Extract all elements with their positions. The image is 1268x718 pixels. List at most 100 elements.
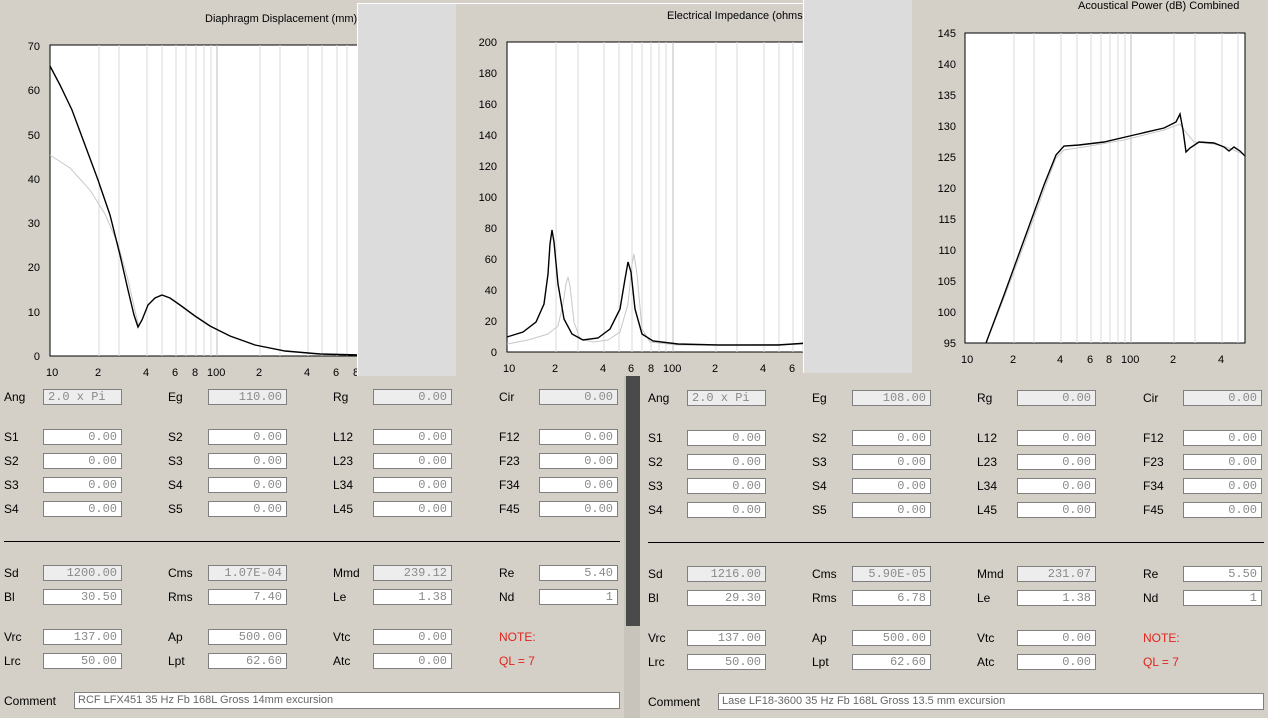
l45-field[interactable]: 0.00 (373, 501, 452, 517)
comment-field[interactable]: Lase LF18-3600 35 Hz Fb 168L Gross 13.5 … (718, 693, 1264, 710)
le-label: Le (333, 590, 347, 604)
s2-field[interactable]: 0.00 (852, 430, 931, 446)
s3-field[interactable]: 0.00 (687, 478, 766, 494)
f45-label: F45 (499, 502, 520, 516)
rms-field[interactable]: 7.40 (208, 589, 287, 605)
f34-label: F34 (499, 478, 520, 492)
s3-field[interactable]: 0.00 (852, 454, 931, 470)
mmd-field[interactable]: 231.07 (1017, 566, 1096, 582)
s1-field[interactable]: 0.00 (687, 430, 766, 446)
lrc-field[interactable]: 50.00 (687, 654, 766, 670)
vtc-field[interactable]: 0.00 (1017, 630, 1096, 646)
s2-field[interactable]: 0.00 (43, 453, 122, 469)
s4-field[interactable]: 0.00 (43, 501, 122, 517)
lpt-field[interactable]: 62.60 (852, 654, 931, 670)
ang-field[interactable]: 2.0 x Pi (43, 389, 122, 405)
ap-field[interactable]: 500.00 (852, 630, 931, 646)
x-tick: 8 (648, 363, 654, 375)
window-side-panel (804, 0, 912, 373)
l45-label: L45 (333, 502, 354, 516)
rg-field[interactable]: 0.00 (1017, 390, 1096, 406)
chart-title: Acoustical Power (dB) Combined (1078, 0, 1240, 12)
f23-field[interactable]: 0.00 (1183, 454, 1262, 470)
f45-field[interactable]: 0.00 (539, 501, 618, 517)
l23-field[interactable]: 0.00 (373, 453, 452, 469)
rg-label: Rg (977, 391, 993, 405)
atc-field[interactable]: 0.00 (1017, 654, 1096, 670)
nd-field[interactable]: 1 (539, 589, 618, 605)
x-tick: 8 (353, 367, 359, 376)
vtc-label: Vtc (333, 630, 351, 644)
s3-field[interactable]: 0.00 (208, 453, 287, 469)
cir-field[interactable]: 0.00 (1183, 390, 1262, 406)
re-label: Re (499, 566, 515, 580)
ang-field[interactable]: 2.0 x Pi (687, 390, 766, 406)
l34-field[interactable]: 0.00 (1017, 478, 1096, 494)
s4-field[interactable]: 0.00 (687, 502, 766, 518)
f12-field[interactable]: 0.00 (1183, 430, 1262, 446)
vrc-field[interactable]: 137.00 (43, 629, 122, 645)
comment-field[interactable]: RCF LFX451 35 Hz Fb 168L Gross 14mm excu… (74, 692, 620, 709)
vtc-label: Vtc (977, 631, 995, 645)
s3-field[interactable]: 0.00 (43, 477, 122, 493)
l45-field[interactable]: 0.00 (1017, 502, 1096, 518)
x-tick: 4 (143, 367, 149, 376)
rg-field[interactable]: 0.00 (373, 389, 452, 405)
vrc-label: Vrc (648, 631, 666, 645)
s5-field[interactable]: 0.00 (208, 501, 287, 517)
cms-field[interactable]: 1.07E-04 (208, 565, 287, 581)
l23-field[interactable]: 0.00 (1017, 454, 1096, 470)
s2-field[interactable]: 0.00 (208, 429, 287, 445)
ap-field[interactable]: 500.00 (208, 629, 287, 645)
sd-field[interactable]: 1216.00 (687, 566, 766, 582)
vtc-field[interactable]: 0.00 (373, 629, 452, 645)
x-tick: 2 (1010, 354, 1016, 366)
f12-field[interactable]: 0.00 (539, 429, 618, 445)
s4-field[interactable]: 0.00 (852, 478, 931, 494)
ang-label: Ang (648, 391, 670, 405)
nd-label: Nd (1143, 591, 1159, 605)
l34-field[interactable]: 0.00 (373, 477, 452, 493)
cir-field[interactable]: 0.00 (539, 389, 618, 405)
eg-field[interactable]: 108.00 (852, 390, 931, 406)
lrc-field[interactable]: 50.00 (43, 653, 122, 669)
f34-field[interactable]: 0.00 (1183, 478, 1262, 494)
s4-field[interactable]: 0.00 (208, 477, 287, 493)
nd-field[interactable]: 1 (1183, 590, 1262, 606)
l12-field[interactable]: 0.00 (1017, 430, 1096, 446)
re-field[interactable]: 5.40 (539, 565, 618, 581)
x-tick: 10 (961, 354, 973, 366)
le-field[interactable]: 1.38 (373, 589, 452, 605)
cms-field[interactable]: 5.90E-05 (852, 566, 931, 582)
l12-field[interactable]: 0.00 (373, 429, 452, 445)
sd-field[interactable]: 1200.00 (43, 565, 122, 581)
f34-field[interactable]: 0.00 (539, 477, 618, 493)
lpt-field[interactable]: 62.60 (208, 653, 287, 669)
f23-field[interactable]: 0.00 (539, 453, 618, 469)
s5-field[interactable]: 0.00 (852, 502, 931, 518)
bl-field[interactable]: 29.30 (687, 590, 766, 606)
power-chart-window[interactable]: Acoustical Power (dB) Combined 145 140 1… (803, 0, 1268, 373)
displacement-chart-window[interactable]: Diaphragm Displacement (mm) 70 60 50 40 … (0, 0, 360, 376)
s2-label: S2 (4, 454, 19, 468)
s1-label: S1 (4, 430, 19, 444)
re-field[interactable]: 5.50 (1183, 566, 1262, 582)
atc-field[interactable]: 0.00 (373, 653, 452, 669)
vrc-field[interactable]: 137.00 (687, 630, 766, 646)
f23-label: F23 (1143, 455, 1164, 469)
s4-label: S4 (648, 503, 663, 517)
atc-label: Atc (977, 655, 995, 669)
s2-field[interactable]: 0.00 (687, 454, 766, 470)
x-tick: 8 (1106, 354, 1112, 366)
bl-field[interactable]: 30.50 (43, 589, 122, 605)
splitter-handle[interactable] (626, 376, 640, 626)
f45-label: F45 (1143, 503, 1164, 517)
eg-field[interactable]: 110.00 (208, 389, 287, 405)
f45-field[interactable]: 0.00 (1183, 502, 1262, 518)
mmd-field[interactable]: 239.12 (373, 565, 452, 581)
x-tick: 4 (1218, 354, 1224, 366)
s1-field[interactable]: 0.00 (43, 429, 122, 445)
le-field[interactable]: 1.38 (1017, 590, 1096, 606)
rms-field[interactable]: 6.78 (852, 590, 931, 606)
impedance-chart-window[interactable]: Electrical Impedance (ohms) 200 180 160 … (357, 3, 808, 377)
